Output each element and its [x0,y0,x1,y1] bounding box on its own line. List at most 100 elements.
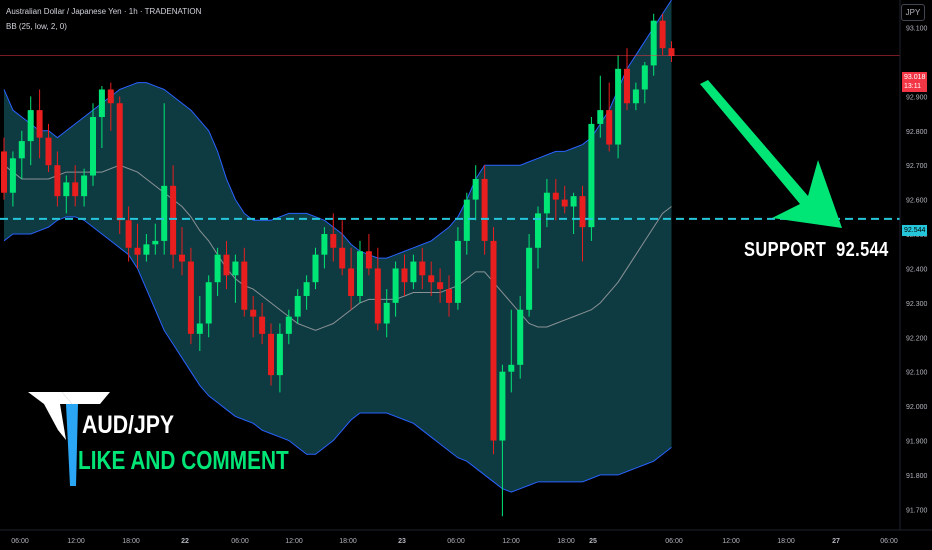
time-tick: 18:00 [339,538,357,545]
candle [508,309,515,393]
candle [1,137,7,200]
candle [535,206,541,269]
time-tick: 12:00 [502,538,520,545]
candle [570,192,577,235]
candle [437,268,444,303]
candle-body [81,175,88,197]
bar-countdown: 13:11 [904,83,921,90]
candle [365,234,372,276]
bollinger-band [3,0,672,493]
candle [428,261,435,296]
time-tick: 27 [832,538,840,545]
price-tick: 92.900 [906,94,928,101]
candle [250,295,257,338]
candle [223,240,230,290]
candle [63,175,70,214]
candle-body [170,185,177,255]
candle [401,254,408,296]
candle-body [36,110,43,138]
indicator-legend[interactable]: BB (25, low, 2, 0) [6,22,67,31]
candle [81,168,88,207]
candle [152,223,159,255]
candle [392,261,399,317]
candle-body [615,68,622,145]
tradenation-logo-icon [28,392,110,486]
time-tick: 12:00 [722,538,740,545]
candle-body [410,261,417,283]
candle [419,247,426,290]
candle-body [561,199,568,207]
candle-body [116,103,123,221]
candle [36,89,43,159]
candle-body [401,268,408,283]
candle-body [268,333,274,376]
candle-body [535,213,541,248]
price-tick: 92.100 [906,370,928,377]
candle-body [1,151,7,193]
candle-body [223,254,230,276]
candle [454,227,461,310]
candles-layer [1,13,675,517]
candle [659,13,666,56]
candle-body [597,110,604,124]
candle-body [9,158,16,193]
time-tick: 06:00 [231,538,249,545]
time-scale[interactable]: 06:00 12:00 18:00 22 06:00 12:00 18:00 23 06:00 1… [11,538,898,545]
price-tick: 92.400 [906,266,928,273]
candle-body [526,247,533,310]
candle [481,165,488,255]
candle [294,289,301,324]
time-tick: 25 [589,538,597,545]
candle-body [419,261,426,276]
candle-body [508,364,515,372]
candle-body [330,234,337,248]
candle-body [90,117,96,176]
band-upper [3,0,672,259]
candle-body [205,282,212,324]
candle-body [446,289,452,303]
candle [125,206,132,262]
support-price-tag: 92.544 [902,225,928,236]
candle [196,295,203,352]
currency-button[interactable]: JPY [901,4,925,21]
candle [232,254,239,303]
candle-body [134,247,141,255]
candle [9,151,16,207]
time-tick: 06:00 [11,538,29,545]
candle [348,247,355,310]
candle [45,123,52,173]
candle-body [659,20,666,49]
candle [214,247,221,296]
candle-body [579,196,586,228]
time-tick: 06:00 [447,538,465,545]
candle [205,275,212,338]
price-tick: 92.600 [906,198,928,205]
candle [499,364,506,517]
candle [606,82,613,152]
candle [588,117,595,241]
candle-body [374,268,381,324]
candle [27,96,34,166]
candle-body [294,295,301,317]
candle-body [276,333,283,376]
candle [632,82,639,111]
candle [90,103,96,186]
time-tick: 18:00 [122,538,140,545]
candle [357,240,363,303]
candle-body [196,323,203,334]
candle [303,275,310,310]
candle [668,41,675,62]
band-basis [3,164,672,331]
candle [339,220,346,276]
candle-body [454,240,461,303]
candle-body [241,261,248,310]
candle-body [339,247,346,269]
price-scale[interactable]: 93.10092.90092.80092.70092.60092.50092.4… [906,26,928,515]
candle [170,165,177,269]
candle-body [161,185,168,241]
candle-body [570,196,577,207]
candle [552,178,559,221]
candle-body [72,182,79,197]
candle-body [63,182,70,197]
